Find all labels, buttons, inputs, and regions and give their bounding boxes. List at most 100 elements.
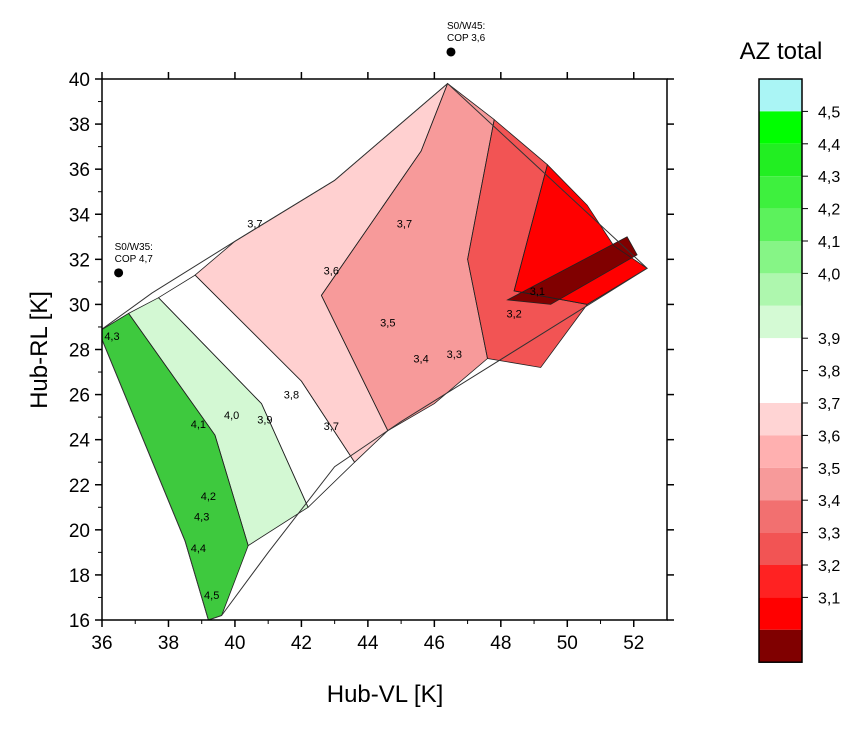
cop-point-label: S0/W35:	[115, 242, 153, 253]
contour-label: 3,7	[324, 421, 339, 433]
colorbar-legend: 4,5 4,4 4,3 4,2 4,1 4,0 3,9 3,8 3,7 3,6 3,5 3,4 3,3 3…	[758, 78, 840, 663]
contour-zone-0	[102, 313, 249, 620]
colorbar-band	[759, 565, 802, 598]
contour-lines	[102, 82, 648, 620]
contour-zone-1	[128, 297, 309, 546]
colorbar-label: 4,1	[818, 234, 840, 251]
y-tick-label: 16	[69, 611, 90, 632]
contour-label: 3,7	[247, 218, 262, 230]
contour-label: 3,6	[324, 266, 339, 278]
contour-zone-7	[507, 236, 638, 305]
x-tick-label: 38	[158, 633, 179, 654]
colorbar-title: AZ total	[740, 38, 823, 65]
y-tick-label: 30	[69, 295, 90, 316]
y-tick-label: 24	[69, 431, 91, 452]
x-tick-label: 36	[91, 633, 112, 654]
contour-zone-6	[514, 164, 648, 305]
contour-label: 3,8	[284, 390, 299, 402]
contour-zone-3	[195, 83, 448, 463]
colorbar-band	[759, 241, 802, 274]
colorbar-band	[759, 273, 802, 306]
axes: 36 38 40 42 44 46 48 50 52 16 18 20 22 24 26 28 30 32 34 36…	[69, 70, 674, 654]
colorbar-label: 3,4	[818, 493, 840, 510]
colorbar-band	[759, 208, 802, 241]
colorbar-band	[759, 467, 802, 501]
domain-outline	[102, 82, 648, 620]
colorbar-band	[759, 338, 802, 371]
contour-labels: 4,3 4,1 4,0 3,9 3,8 3,7 4,2 4,3 4,4 4,5 3,7 3,7 3,6 3…	[104, 218, 545, 602]
y-tick-label: 32	[69, 250, 90, 271]
contour-label: 4,1	[191, 419, 206, 431]
cop-point-label: S0/W45:	[447, 21, 485, 32]
colorbar-band	[759, 305, 802, 339]
contour-label: 3,4	[413, 354, 428, 366]
colorbar-band	[759, 143, 802, 177]
colorbar-label: 3,1	[818, 590, 840, 607]
contour-label: 3,7	[397, 218, 412, 230]
contour-label: 4,2	[201, 491, 216, 503]
colorbar-label: 3,3	[818, 526, 840, 543]
x-tick-label: 44	[357, 633, 379, 654]
cop-point-value: COP 3,6	[447, 33, 486, 44]
annotation-points: S0/W35:COP 4,7 S0/W45:COP 3,6	[114, 21, 486, 278]
x-tick-label: 42	[291, 633, 312, 654]
colorbar-band	[759, 403, 802, 436]
colorbar-band	[759, 532, 802, 565]
contour-label: 4,5	[204, 590, 219, 602]
contour-label: 4,0	[224, 410, 239, 422]
contour-line-6	[513, 163, 648, 305]
colorbar-label: 3,6	[818, 428, 840, 445]
contour-label: 3,3	[447, 349, 462, 361]
cop-point-value: COP 4,7	[115, 254, 154, 265]
colorbar-label: 4,0	[818, 266, 840, 283]
contour-zone-4	[321, 83, 495, 431]
contour-label: 4,4	[191, 543, 206, 555]
contour-line-7	[506, 236, 638, 305]
contour-label: 3,5	[380, 317, 395, 329]
contour-fills	[102, 83, 648, 620]
y-tick-label: 28	[69, 341, 90, 362]
colorbar-band	[759, 79, 802, 112]
colorbar-label: 4,5	[818, 104, 840, 121]
colorbar-band	[759, 370, 802, 403]
cop-point-marker	[446, 47, 456, 57]
y-tick-label: 40	[69, 70, 90, 91]
colorbar-label: 3,5	[818, 461, 840, 478]
contour-zone-2	[158, 275, 355, 508]
x-tick-label: 52	[623, 633, 644, 654]
x-tick-label: 46	[424, 633, 445, 654]
colorbar-band	[759, 111, 802, 144]
colorbar-label: 3,2	[818, 558, 840, 575]
contour-label: 3,2	[506, 308, 521, 320]
colorbar-label: 3,7	[818, 396, 840, 413]
colorbar-band	[759, 597, 802, 630]
contour-label: 4,3	[104, 331, 119, 343]
y-tick-label: 36	[69, 160, 90, 181]
y-tick-label: 20	[69, 521, 90, 542]
x-tick-label: 48	[490, 633, 511, 654]
contour-label: 3,1	[530, 286, 545, 298]
contour-zone-5	[467, 119, 588, 368]
cop-point-marker	[114, 268, 124, 278]
colorbar-frame	[758, 78, 803, 663]
contour-label: 3,9	[257, 414, 272, 426]
colorbar-label: 4,3	[818, 169, 840, 186]
colorbar-label: 3,8	[818, 364, 840, 381]
x-tick-label: 40	[224, 633, 245, 654]
x-tick-label: 50	[557, 633, 578, 654]
colorbar-band	[759, 629, 802, 663]
colorbar-label: 4,2	[818, 202, 840, 219]
y-tick-label: 22	[69, 476, 90, 497]
y-axis-title: Hub-RL [K]	[26, 291, 53, 409]
colorbar-band	[759, 500, 802, 533]
colorbar-band	[759, 435, 802, 468]
colorbar-label: 3,9	[818, 331, 840, 348]
contour-label: 4,3	[194, 511, 209, 523]
y-tick-label: 38	[69, 115, 90, 136]
y-tick-label: 18	[69, 566, 90, 587]
y-tick-label: 26	[69, 386, 90, 407]
colorbar-label: 4,4	[818, 137, 840, 154]
y-tick-label: 34	[69, 205, 91, 226]
x-axis-title: Hub-VL [K]	[327, 681, 444, 708]
